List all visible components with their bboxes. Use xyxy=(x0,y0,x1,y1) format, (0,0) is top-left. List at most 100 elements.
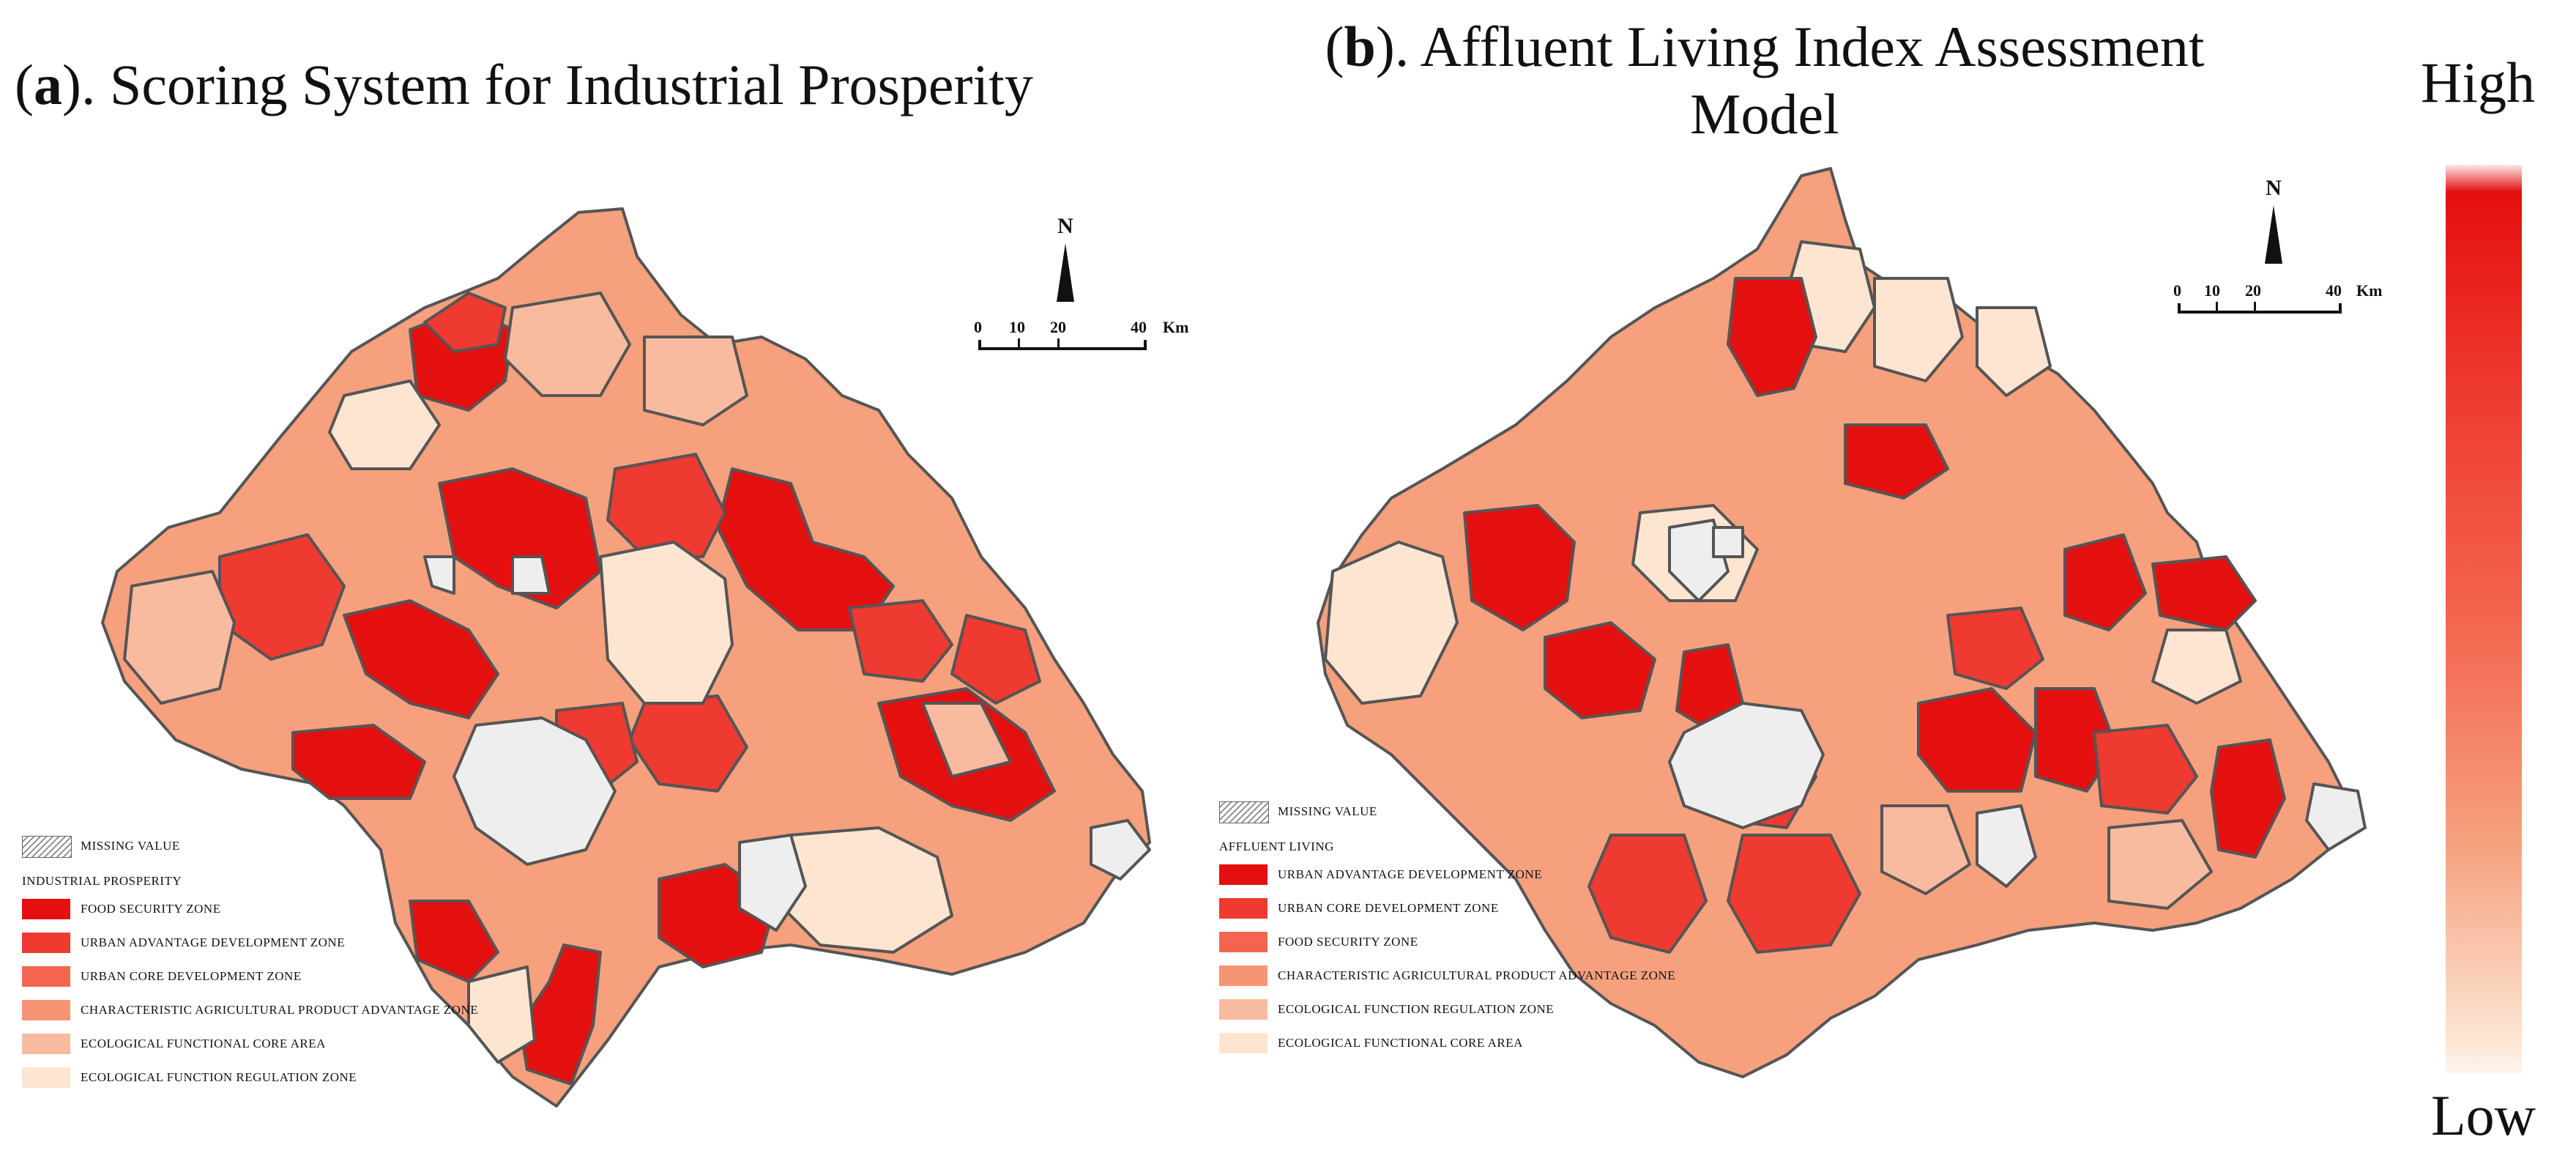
map-b-region xyxy=(1873,277,1964,382)
map-a-region xyxy=(291,724,426,800)
map-a-missing xyxy=(423,555,455,595)
map-b-region xyxy=(1844,423,1949,500)
map-a-region xyxy=(606,453,726,558)
map-b-region xyxy=(1880,804,1971,895)
map-a-region xyxy=(423,292,507,353)
map-b-region xyxy=(1946,607,2044,690)
legend-swatch-missing xyxy=(1219,801,1269,823)
map-a-region xyxy=(848,599,953,683)
map-a-missing xyxy=(738,834,807,932)
north-arrow-icon xyxy=(1057,243,1074,302)
scale-tick-40: 40 xyxy=(1131,318,1147,336)
map-b-region xyxy=(2151,629,2242,705)
legend-label: URBAN ADVANTAGE DEVELOPMENT ZONE xyxy=(81,935,346,949)
colorbar: High Low xyxy=(2416,0,2576,1164)
legend-label: ECOLOGICAL FUNCTIONAL CORE AREA xyxy=(81,1037,326,1050)
panel-b-title-text: ). Affluent Living Index Assessment Mode… xyxy=(1375,15,2205,146)
map-a-region xyxy=(599,541,734,705)
scale-unit: Km xyxy=(1163,318,1189,336)
legend-swatch xyxy=(1219,999,1267,1020)
legend-swatch-missing xyxy=(22,836,72,858)
colorbar-low-label: Low xyxy=(2431,1083,2536,1147)
panel-b-letter: b xyxy=(1344,15,1376,78)
scale-line xyxy=(2178,302,2342,314)
map-b-region xyxy=(1324,541,1459,705)
legend-label: MISSING VALUE xyxy=(81,839,180,853)
map-a-missing xyxy=(511,555,551,595)
map-b-region xyxy=(2063,533,2147,631)
scale-tick-0: 0 xyxy=(2173,281,2181,300)
north-arrow-icon xyxy=(2265,205,2282,264)
panel-a: (a). Scoring System for Industrial Prosp… xyxy=(0,0,1245,1164)
map-b-region xyxy=(1976,306,2052,397)
scale-tick-10: 10 xyxy=(1009,318,1025,336)
panel-a-title: (a). Scoring System for Industrial Prosp… xyxy=(15,53,1033,116)
map-a-north-arrow: N xyxy=(1054,214,1076,302)
panel-a-letter: a xyxy=(33,53,62,116)
map-b-region xyxy=(1587,834,1708,954)
legend-label: ECOLOGICAL FUNCTION REGULATION ZONE xyxy=(81,1070,357,1084)
legend-label: CHARACTERISTIC AGRICULTURAL PRODUCT ADVA… xyxy=(1278,968,1676,982)
map-b-region xyxy=(2107,819,2213,910)
map-b-region xyxy=(2210,738,2286,859)
map-a-region xyxy=(123,570,236,705)
legend-swatch xyxy=(22,1067,70,1088)
map-a-region xyxy=(438,467,602,609)
panel-b-title: (b). Affluent Living Index Assessment Mo… xyxy=(1325,15,2205,146)
legend-swatch xyxy=(1219,965,1267,986)
legend-swatch xyxy=(1219,898,1267,919)
scale-tick-0: 0 xyxy=(974,318,982,336)
legend-swatch xyxy=(1219,932,1267,952)
legend-swatch xyxy=(1219,1033,1267,1053)
map-b-north-arrow: N xyxy=(2263,176,2285,264)
map-b-region xyxy=(1544,621,1656,719)
legend-label: CHARACTERISTIC AGRICULTURAL PRODUCT ADVA… xyxy=(81,1003,479,1017)
map-b-missing xyxy=(1712,526,1744,558)
legend-label: FOOD SECURITY ZONE xyxy=(81,902,221,916)
legend-title-label: INDUSTRIAL PROSPERITY xyxy=(22,874,182,888)
colorbar-gradient xyxy=(2446,165,2522,1073)
map-a-missing xyxy=(453,716,617,866)
map-b-outline xyxy=(1317,167,2359,1078)
legend-swatch xyxy=(22,933,70,953)
map-a-region xyxy=(950,614,1041,705)
legend-title-label: AFFLUENT LIVING xyxy=(1219,839,1334,853)
legend-swatch xyxy=(1219,864,1267,885)
map-a-region xyxy=(343,599,499,719)
map-b-region xyxy=(1463,504,1576,631)
legend-label: MISSING VALUE xyxy=(1278,804,1377,818)
legend-swatch xyxy=(22,1000,70,1020)
scale-tick-40: 40 xyxy=(2326,281,2342,300)
map-b xyxy=(1317,167,2367,1078)
scale-tick-20: 20 xyxy=(1050,318,1066,336)
map-a xyxy=(101,207,1151,1108)
map-b-missing xyxy=(1976,804,2037,888)
map-b-region xyxy=(1917,687,2037,793)
scale-line xyxy=(978,338,1147,350)
map-a-region xyxy=(504,292,631,397)
scale-unit: Km xyxy=(2356,281,2383,300)
colorbar-high-label: High xyxy=(2421,51,2535,114)
legend-label: ECOLOGICAL FUNCTIONAL CORE AREA xyxy=(1278,1036,1523,1050)
legend-swatch xyxy=(22,966,70,987)
panel-a-title-text: ). Scoring System for Industrial Prosper… xyxy=(62,53,1033,116)
map-a-region xyxy=(467,965,536,1064)
legend-swatch xyxy=(22,899,70,919)
map-a-scalebar: 0 10 20 40 Km xyxy=(974,318,1194,362)
panel-b: (b). Affluent Living Index Assessment Mo… xyxy=(1201,0,2402,1164)
legend-swatch xyxy=(22,1034,70,1054)
legend-label: URBAN CORE DEVELOPMENT ZONE xyxy=(81,969,302,983)
scale-tick-10: 10 xyxy=(2204,281,2220,300)
map-a-region xyxy=(518,944,602,1086)
north-label: N xyxy=(1057,214,1073,238)
map-b-missing xyxy=(1668,702,1825,829)
map-a-region xyxy=(328,379,441,470)
map-b-region xyxy=(1727,277,1817,397)
legend-label: URBAN ADVANTAGE DEVELOPMENT ZONE xyxy=(1278,867,1543,881)
map-b-missing xyxy=(2305,782,2367,851)
legend-label: URBAN CORE DEVELOPMENT ZONE xyxy=(1278,901,1499,915)
map-b-region xyxy=(2093,724,2198,815)
map-b-region xyxy=(2151,555,2257,631)
legend-label: FOOD SECURITY ZONE xyxy=(1278,935,1418,949)
scale-tick-20: 20 xyxy=(2245,281,2261,300)
